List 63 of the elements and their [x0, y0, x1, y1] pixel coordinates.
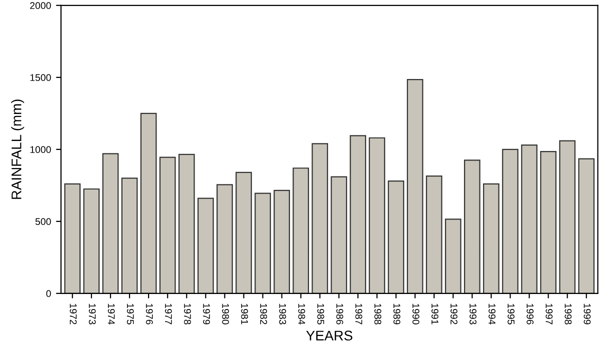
y-axis-title: RAINFALL (mm)	[11, 100, 24, 199]
x-tick-label: 1991	[431, 304, 438, 324]
bar	[236, 172, 252, 294]
x-tick-label: 1982	[260, 304, 268, 324]
x-tick-label: 1977	[164, 304, 172, 324]
x-tick-label: 1979	[203, 304, 210, 324]
x-tick-label: 1978	[184, 304, 191, 324]
bar	[521, 144, 538, 294]
x-tick-label: 1989	[393, 304, 400, 324]
x-tick-label: 1976	[146, 304, 153, 324]
bar	[502, 148, 518, 294]
x-tick-label: 1973	[88, 304, 96, 324]
bar	[254, 192, 271, 294]
y-tick-label: 2000	[30, 2, 51, 10]
bar	[330, 176, 348, 294]
x-tick-label: 1987	[355, 304, 362, 324]
bar	[216, 184, 233, 294]
x-tick-label: 1995	[508, 304, 515, 324]
bar	[483, 183, 500, 294]
bar	[406, 79, 424, 294]
y-tick-label: 500	[35, 218, 51, 226]
x-tick-label: 1999	[584, 304, 591, 324]
x-tick-label: 1996	[526, 304, 534, 324]
bar	[540, 151, 556, 294]
x-tick-label: 1980	[222, 304, 229, 324]
bar	[64, 183, 81, 294]
x-tick-label: 1998	[564, 304, 572, 324]
bar	[159, 156, 176, 294]
bar	[312, 143, 328, 294]
bar	[388, 180, 404, 294]
x-tick-label: 1986	[336, 304, 344, 324]
x-tick-label: 1972	[70, 304, 77, 324]
bar	[102, 153, 119, 294]
y-tick-label: 1500	[30, 74, 51, 82]
x-tick-label: 1981	[241, 304, 248, 324]
x-tick-label: 1984	[298, 304, 306, 324]
x-tick-label: 1988	[374, 304, 382, 324]
bar	[292, 168, 310, 294]
x-tick-label: 1993	[470, 304, 476, 324]
bar	[83, 188, 100, 294]
x-tick-label: 1985	[317, 304, 324, 324]
bar	[464, 160, 480, 294]
y-tick-label: 1000	[30, 146, 51, 154]
bar	[198, 198, 214, 294]
x-tick-label: 1997	[546, 304, 553, 324]
bar	[559, 140, 576, 294]
x-tick-label: 1992	[450, 304, 458, 324]
x-tick-label: 1983	[279, 304, 286, 324]
bar	[274, 190, 290, 294]
bar	[444, 218, 462, 294]
x-tick-label: 1994	[488, 304, 496, 324]
bar	[140, 112, 157, 294]
x-tick-label: 1990	[412, 304, 420, 324]
bar	[426, 175, 442, 294]
bar	[178, 154, 195, 294]
x-tick-label: 1974	[108, 304, 115, 324]
bar	[368, 137, 386, 294]
y-tick-label: 0	[46, 290, 51, 298]
bar	[350, 135, 366, 294]
x-tick-label: 1975	[126, 304, 134, 324]
bar	[578, 158, 595, 294]
x-axis-title: YEARS	[306, 330, 352, 341]
bar	[121, 178, 138, 294]
